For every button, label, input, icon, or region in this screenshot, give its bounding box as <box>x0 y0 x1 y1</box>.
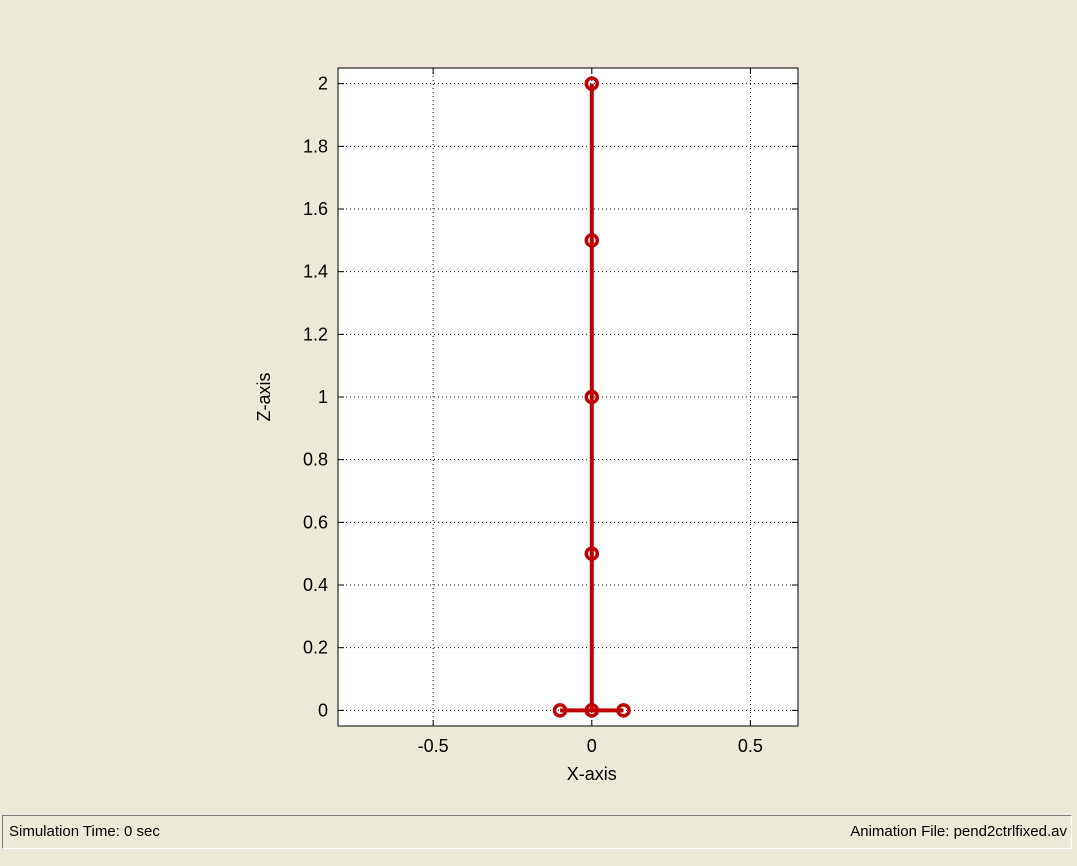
y-tick-label: 0 <box>318 700 328 720</box>
x-tick-label: 0.5 <box>738 736 763 756</box>
y-tick-label: 1 <box>318 387 328 407</box>
data-point-marker <box>616 703 631 718</box>
y-tick-label: 1.8 <box>303 136 328 156</box>
y-tick-label: 1.4 <box>303 262 328 282</box>
simulation-time-label: Simulation Time: 0 sec <box>9 823 160 840</box>
animation-file-label: Animation File: pend2ctrlfixed.av <box>850 823 1067 840</box>
data-point-marker <box>552 703 568 718</box>
data-point-marker <box>584 546 600 561</box>
y-tick-label: 0.2 <box>303 638 328 658</box>
x-tick-label: 0 <box>587 736 597 756</box>
y-tick-label: 0.6 <box>303 512 328 532</box>
data-point-marker <box>584 233 600 248</box>
x-tick-label: -0.5 <box>418 736 449 756</box>
y-tick-label: 0.4 <box>303 575 328 595</box>
y-tick-label: 0.8 <box>303 450 328 470</box>
data-point-marker <box>584 389 600 405</box>
x-axis-label: X-axis <box>567 764 617 784</box>
y-axis-label: Z-axis <box>254 373 274 422</box>
data-point-marker <box>584 703 600 718</box>
pendulum-plot: -0.5 0 0.5 0 0.2 0.4 0.6 0.8 1 1.2 1.4 1.6 1.8 2 X-axi… <box>254 67 799 784</box>
status-bar: Simulation Time: 0 sec Animation File: p… <box>2 815 1072 849</box>
data-point-marker <box>584 76 600 91</box>
y-tick-label: 1.2 <box>303 324 328 344</box>
y-tick-label: 1.6 <box>303 199 328 219</box>
y-tick-label: 2 <box>318 74 328 94</box>
